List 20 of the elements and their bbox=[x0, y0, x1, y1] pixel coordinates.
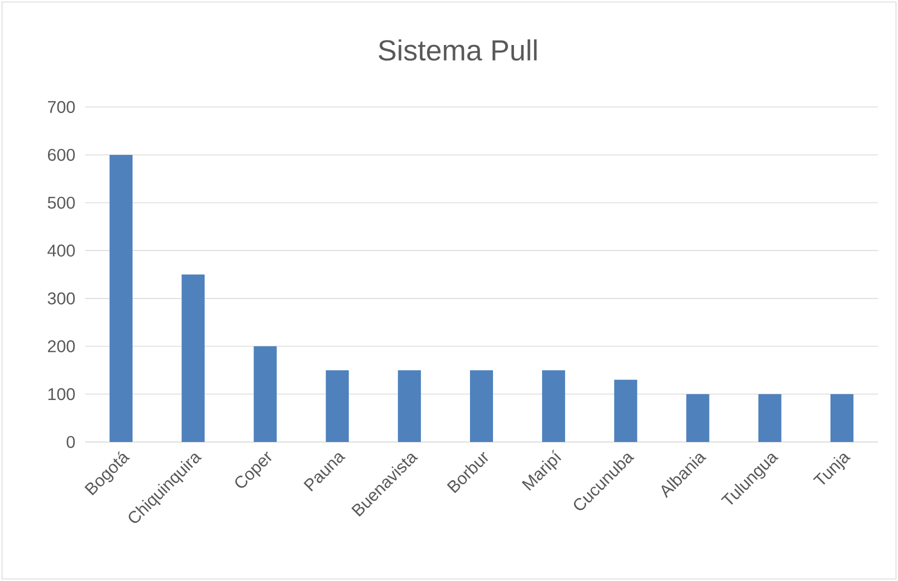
bar bbox=[614, 380, 638, 442]
chart-title: Sistema Pull bbox=[378, 39, 537, 61]
bar bbox=[110, 154, 133, 442]
bar bbox=[686, 394, 710, 442]
bar bbox=[470, 370, 493, 442]
y-tick-label: 700 bbox=[48, 100, 75, 114]
y-tick-label: 400 bbox=[48, 244, 75, 257]
bar bbox=[398, 370, 421, 442]
y-tick-label: 100 bbox=[48, 388, 75, 400]
bar bbox=[182, 274, 205, 442]
bar bbox=[254, 346, 277, 442]
y-tick-label: 200 bbox=[48, 340, 75, 352]
bar bbox=[830, 394, 854, 442]
y-tick-label: 600 bbox=[48, 148, 75, 161]
bar bbox=[542, 370, 566, 442]
y-tick-label: 500 bbox=[48, 196, 75, 209]
bar bbox=[326, 370, 349, 442]
y-tick-label: 0 bbox=[66, 436, 75, 448]
y-tick-label: 300 bbox=[48, 292, 75, 304]
bar bbox=[758, 394, 782, 442]
